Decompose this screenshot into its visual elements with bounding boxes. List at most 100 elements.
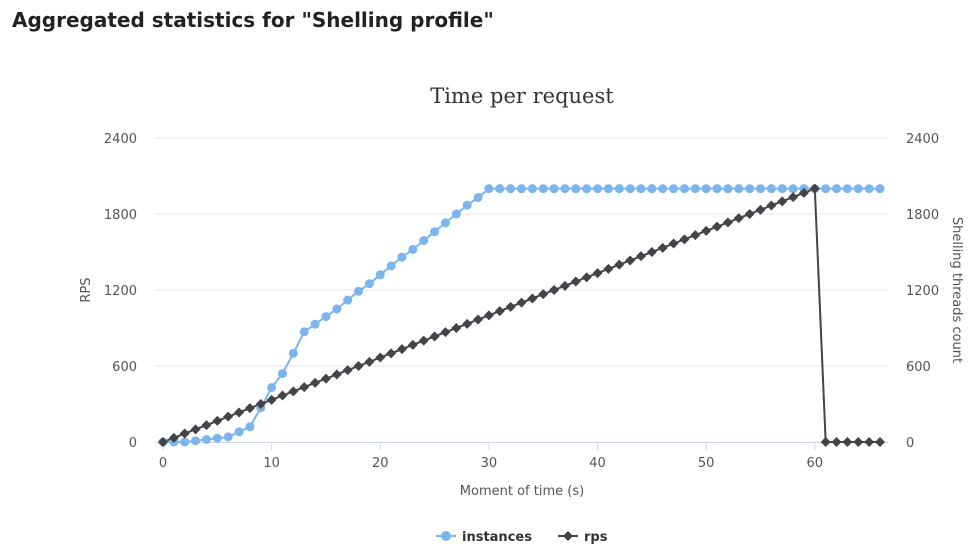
data-point-rps[interactable] (657, 242, 668, 253)
data-point-instances[interactable] (288, 348, 298, 358)
data-point-instances[interactable] (321, 312, 331, 322)
data-point-rps[interactable] (386, 348, 397, 359)
data-point-rps[interactable] (310, 377, 321, 388)
data-point-instances[interactable] (473, 193, 483, 203)
data-point-instances[interactable] (679, 184, 689, 194)
data-point-instances[interactable] (842, 184, 852, 194)
data-point-rps[interactable] (168, 432, 179, 443)
data-point-instances[interactable] (723, 184, 733, 194)
data-point-rps[interactable] (712, 221, 723, 232)
data-point-instances[interactable] (430, 227, 440, 237)
data-point-instances[interactable] (354, 286, 364, 296)
data-point-instances[interactable] (375, 270, 385, 280)
data-point-instances[interactable] (386, 261, 396, 271)
data-point-rps[interactable] (744, 209, 755, 219)
data-point-rps[interactable] (570, 276, 581, 287)
data-point-rps[interactable] (788, 192, 799, 203)
data-point-instances[interactable] (582, 184, 592, 194)
data-point-rps[interactable] (766, 200, 777, 211)
data-point-instances[interactable] (712, 184, 722, 194)
data-point-instances[interactable] (734, 184, 744, 194)
data-point-rps[interactable] (625, 255, 636, 266)
data-point-rps[interactable] (733, 213, 744, 224)
data-point-instances[interactable] (234, 427, 244, 437)
data-point-instances[interactable] (875, 184, 885, 194)
data-point-rps[interactable] (820, 437, 831, 447)
data-point-rps[interactable] (418, 335, 429, 346)
data-point-rps[interactable] (179, 428, 190, 439)
data-point-rps[interactable] (875, 437, 885, 447)
data-point-instances[interactable] (495, 184, 505, 194)
data-point-rps[interactable] (527, 293, 538, 304)
data-point-rps[interactable] (864, 437, 875, 447)
data-point-instances[interactable] (191, 436, 201, 446)
data-point-instances[interactable] (647, 184, 657, 194)
data-point-rps[interactable] (614, 259, 625, 270)
data-point-instances[interactable] (603, 184, 613, 194)
data-point-rps[interactable] (201, 420, 212, 431)
data-point-rps[interactable] (592, 268, 603, 279)
data-point-instances[interactable] (701, 184, 711, 194)
data-point-rps[interactable] (679, 234, 690, 245)
data-point-rps[interactable] (212, 415, 223, 426)
data-point-instances[interactable] (853, 184, 863, 194)
data-point-instances[interactable] (669, 184, 679, 194)
data-point-rps[interactable] (223, 411, 234, 422)
data-point-rps[interactable] (473, 314, 484, 325)
data-point-rps[interactable] (853, 437, 864, 447)
data-point-instances[interactable] (310, 319, 320, 329)
data-point-instances[interactable] (506, 184, 516, 194)
data-point-rps[interactable] (690, 230, 701, 241)
data-point-rps[interactable] (549, 285, 560, 295)
data-point-instances[interactable] (832, 184, 842, 194)
data-point-instances[interactable] (864, 184, 874, 194)
data-point-rps[interactable] (798, 187, 809, 198)
data-point-instances[interactable] (690, 184, 700, 194)
data-point-rps[interactable] (331, 369, 342, 380)
data-point-instances[interactable] (278, 369, 287, 379)
data-point-rps[interactable] (190, 424, 201, 435)
data-point-rps[interactable] (342, 365, 353, 376)
data-point-rps[interactable] (234, 407, 245, 418)
data-point-rps[interactable] (559, 280, 570, 291)
data-point-rps[interactable] (701, 225, 712, 236)
data-point-rps[interactable] (603, 263, 614, 274)
data-point-rps[interactable] (668, 238, 679, 249)
data-point-rps[interactable] (462, 318, 473, 329)
data-point-rps[interactable] (722, 217, 733, 228)
data-point-instances[interactable] (343, 295, 353, 305)
data-point-instances[interactable] (625, 184, 635, 194)
data-point-instances[interactable] (777, 184, 787, 194)
data-point-rps[interactable] (429, 331, 440, 342)
legend-item-instances[interactable]: instances (436, 530, 532, 545)
data-point-rps[interactable] (451, 323, 462, 333)
data-point-rps[interactable] (277, 390, 288, 401)
data-point-rps[interactable] (375, 352, 386, 363)
data-point-rps[interactable] (538, 289, 549, 300)
data-point-instances[interactable] (745, 184, 755, 194)
data-point-instances[interactable] (571, 184, 581, 194)
data-point-rps[interactable] (353, 361, 364, 371)
data-point-instances[interactable] (788, 184, 798, 194)
data-point-instances[interactable] (517, 184, 526, 194)
data-point-instances[interactable] (636, 184, 646, 194)
data-point-instances[interactable] (658, 184, 668, 194)
data-point-instances[interactable] (451, 209, 461, 219)
data-point-rps[interactable] (255, 399, 266, 409)
data-point-instances[interactable] (364, 279, 374, 289)
data-point-instances[interactable] (201, 434, 211, 444)
data-point-instances[interactable] (397, 252, 407, 262)
data-point-instances[interactable] (419, 236, 429, 246)
data-point-rps[interactable] (407, 339, 418, 350)
data-point-rps[interactable] (777, 196, 788, 207)
data-point-rps[interactable] (809, 183, 820, 194)
data-point-instances[interactable] (223, 432, 233, 442)
data-point-rps[interactable] (646, 247, 657, 257)
data-point-instances[interactable] (440, 218, 450, 228)
data-point-rps[interactable] (397, 344, 407, 355)
data-point-rps[interactable] (516, 297, 527, 308)
data-point-rps[interactable] (636, 251, 646, 262)
data-point-rps[interactable] (483, 310, 494, 321)
data-point-instances[interactable] (299, 327, 309, 337)
data-point-rps[interactable] (755, 204, 766, 215)
